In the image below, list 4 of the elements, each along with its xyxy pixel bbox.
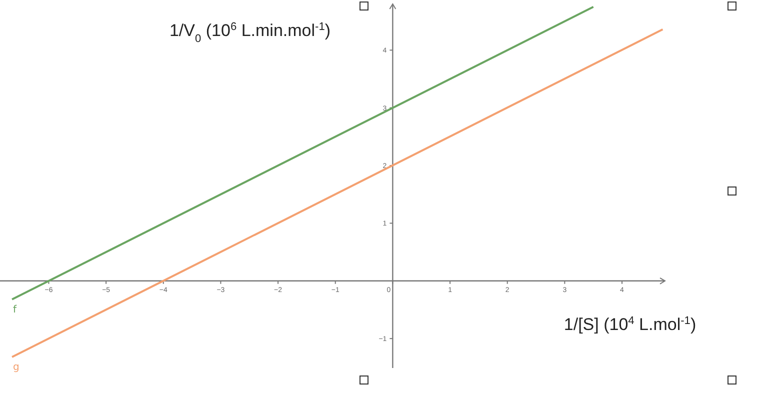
- x-axis-title: 1/[S] (10$^{4}$ L.mol$^{-1}$): [564, 315, 696, 334]
- series-label: g: [13, 362, 20, 374]
- series-label: f: [13, 304, 18, 316]
- y-axis-title: 1/V$_{0}$ (10$^{6}$ L.min.mol$^{-1}$): [169, 21, 331, 45]
